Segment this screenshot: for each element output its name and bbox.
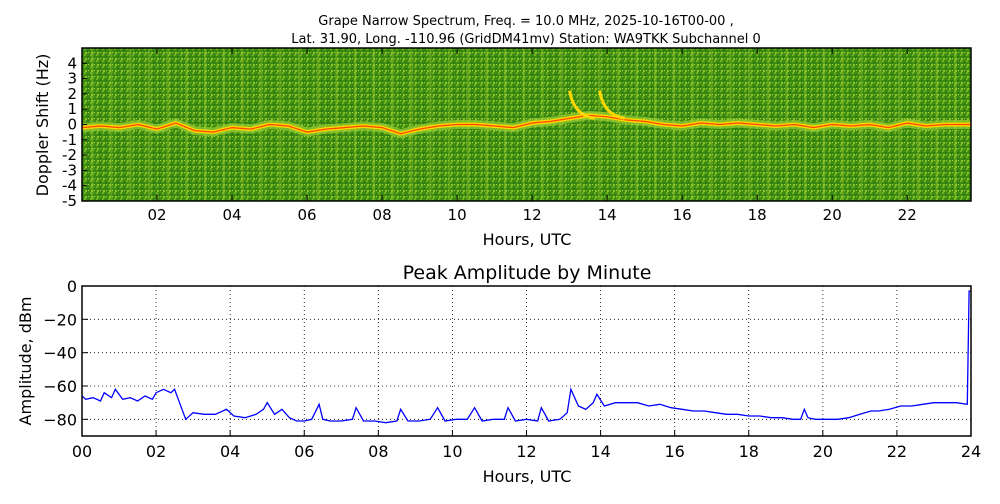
spectrogram-x-tick-label: 04 bbox=[222, 206, 241, 224]
spectrogram-y-tick-label: 1 bbox=[67, 100, 77, 118]
spectrogram-band bbox=[579, 48, 582, 201]
amplitude-plot-area bbox=[82, 286, 971, 436]
amplitude-x-axis: 00 02 04 06 08 10 12 14 16 18 20 22 24 bbox=[72, 430, 981, 461]
amplitude-x-tick-label: 12 bbox=[516, 442, 536, 461]
amplitude-series-line bbox=[81, 290, 971, 424]
spectrogram-x-tick-label: 14 bbox=[598, 206, 617, 224]
amplitude-y-label: Amplitude, dBm bbox=[16, 297, 35, 426]
spectrogram-x-tick-label: 08 bbox=[373, 206, 392, 224]
spectrogram-arc bbox=[598, 90, 625, 120]
spectrogram-band bbox=[203, 48, 207, 201]
amplitude-y-tick-label: −60 bbox=[43, 377, 77, 396]
amplitude-x-tick-label: 06 bbox=[294, 442, 314, 461]
amplitude-title: Peak Amplitude by Minute bbox=[403, 262, 652, 284]
spectrogram-band bbox=[297, 48, 301, 201]
spectrogram-x-tick-label: 20 bbox=[823, 206, 842, 224]
amplitude-x-tick-label: 14 bbox=[590, 442, 610, 461]
spectrogram-y-tick-label: 3 bbox=[67, 70, 77, 88]
amplitude-series bbox=[81, 290, 971, 424]
spectrogram-x-tick-label: 16 bbox=[673, 206, 692, 224]
spectrogram-x-tick-label: 18 bbox=[748, 206, 767, 224]
amplitude-x-label: Hours, UTC bbox=[483, 467, 572, 486]
amplitude-x-tick-label: 20 bbox=[813, 442, 833, 461]
amplitude-x-tick-label: 00 bbox=[72, 442, 92, 461]
amplitude-x-tick-label: 24 bbox=[961, 442, 981, 461]
amplitude-x-tick-label: 08 bbox=[368, 442, 388, 461]
spectrogram-y-label: Doppler Shift (Hz) bbox=[33, 54, 52, 197]
amplitude-x-tick-label: 18 bbox=[739, 442, 759, 461]
spectrogram-y-tick-label: 4 bbox=[67, 54, 77, 72]
spectrogram-band bbox=[597, 48, 601, 201]
spectrogram-doppler-trace bbox=[81, 90, 971, 139]
amplitude-y-tick-label: −40 bbox=[43, 344, 77, 363]
amplitude-y-axis: 0 −20 −40 −60 −80 bbox=[43, 277, 88, 429]
spectrogram-x-tick-label: 06 bbox=[298, 206, 317, 224]
spectrogram-y-tick-label: -5 bbox=[62, 192, 77, 210]
spectrogram-y-tick-label: -3 bbox=[62, 161, 77, 179]
spectrogram-x-label: Hours, UTC bbox=[483, 230, 572, 249]
amplitude-panel: Peak Amplitude by Minute 00 02 04 06 08 10 12 1… bbox=[16, 262, 981, 486]
spectrogram-x-tick-label: 02 bbox=[147, 206, 166, 224]
amplitude-x-tick-label: 22 bbox=[887, 442, 907, 461]
spectrogram-y-tick-label: 0 bbox=[67, 116, 77, 134]
spectrogram-band bbox=[616, 48, 620, 201]
spectrogram-arc bbox=[568, 90, 595, 120]
amplitude-x-tick-label: 04 bbox=[220, 442, 240, 461]
spectrogram-y-tick-label: -1 bbox=[62, 131, 77, 149]
amplitude-y-tick-label: −20 bbox=[43, 310, 77, 329]
spectrogram-band bbox=[560, 48, 563, 201]
amplitude-y-tick-label: 0 bbox=[67, 277, 77, 296]
spectrogram-band bbox=[222, 48, 226, 201]
figure-title-line2: Lat. 31.90, Long. -110.96 (GridDM41mv) S… bbox=[291, 32, 761, 47]
spectrogram-y-tick-label: -2 bbox=[62, 146, 77, 164]
spectrogram-x-tick-label: 12 bbox=[523, 206, 542, 224]
figure-title-line1: Grape Narrow Spectrum, Freq. = 10.0 MHz,… bbox=[318, 14, 733, 29]
spectrogram-trace-peak bbox=[81, 114, 971, 135]
spectrogram-band bbox=[391, 48, 394, 201]
spectrogram-band bbox=[410, 48, 413, 201]
spectrogram-y-tick-label: -4 bbox=[62, 177, 77, 195]
amplitude-x-tick-label: 02 bbox=[146, 442, 166, 461]
spectrogram-x-tick-label: 22 bbox=[898, 206, 917, 224]
amplitude-x-tick-label: 10 bbox=[442, 442, 462, 461]
spectrogram-x-axis: 02 04 06 08 10 12 14 16 18 20 22 bbox=[147, 48, 917, 224]
amplitude-y-tick-label: −80 bbox=[43, 410, 77, 429]
spectrogram-band bbox=[316, 48, 319, 201]
spectrogram-x-tick-label: 10 bbox=[448, 206, 467, 224]
amplitude-x-tick-label: 16 bbox=[664, 442, 684, 461]
spectrogram-y-tick-label: 2 bbox=[67, 85, 77, 103]
